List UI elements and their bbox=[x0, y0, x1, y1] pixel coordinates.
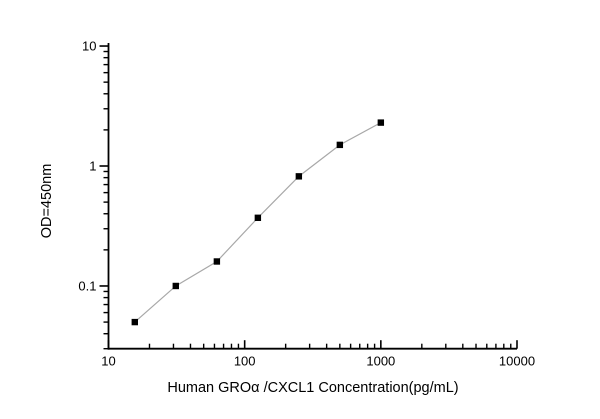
data-point bbox=[254, 214, 262, 222]
x-tick-label: 10 bbox=[101, 353, 115, 368]
x-tick-label: 1000 bbox=[366, 353, 395, 368]
curve-line bbox=[134, 122, 382, 323]
x-tick-label: 10000 bbox=[499, 353, 535, 368]
data-point bbox=[377, 119, 385, 126]
y-tick-label: 1 bbox=[89, 159, 96, 174]
y-axis-title: OD=450nm bbox=[39, 163, 55, 239]
data-point bbox=[172, 282, 179, 290]
y-tick-label: 0.1 bbox=[78, 278, 96, 293]
data-point bbox=[295, 173, 303, 180]
y-tick-label: 10 bbox=[82, 39, 96, 54]
data-point bbox=[213, 258, 221, 265]
x-axis-title: Human GROα /CXCL1 Concentration(pg/mL) bbox=[167, 380, 459, 396]
x-tick-label: 100 bbox=[234, 353, 256, 368]
data-point bbox=[336, 141, 344, 149]
data-point bbox=[131, 318, 138, 326]
